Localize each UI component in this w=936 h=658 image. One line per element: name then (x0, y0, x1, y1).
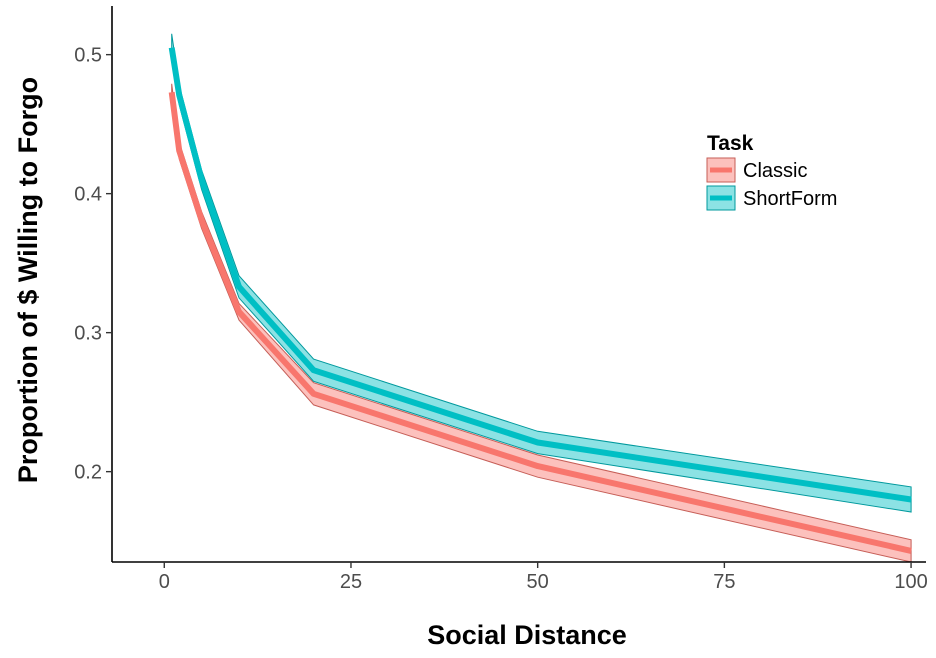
x-tick-label: 75 (713, 571, 735, 593)
series-shortform-line (168, 47, 912, 503)
data-layer (168, 33, 912, 563)
ticks: 0 25 50 75 100 0.2 0.3 0.4 0.5 (74, 45, 928, 593)
x-tick-label: 100 (894, 571, 927, 593)
x-tick-label: 50 (527, 571, 549, 593)
y-tick-label: 0.5 (74, 45, 102, 67)
axes (111, 6, 926, 563)
legend-label-shortform: ShortForm (743, 188, 837, 210)
legend-label-classic: Classic (743, 160, 807, 182)
x-axis-title: Social Distance (427, 620, 627, 650)
y-tick-label: 0.2 (74, 462, 102, 484)
legend: Task Classic ShortForm (706, 132, 837, 211)
x-tick-label: 0 (159, 571, 170, 593)
y-tick-label: 0.3 (74, 323, 102, 345)
legend-title: Task (707, 132, 754, 155)
y-axis-title: Proportion of $ Willing to Forgo (13, 77, 43, 483)
x-tick-label: 25 (340, 571, 362, 593)
series-classic-line (168, 91, 912, 554)
y-tick-label: 0.4 (74, 184, 102, 206)
